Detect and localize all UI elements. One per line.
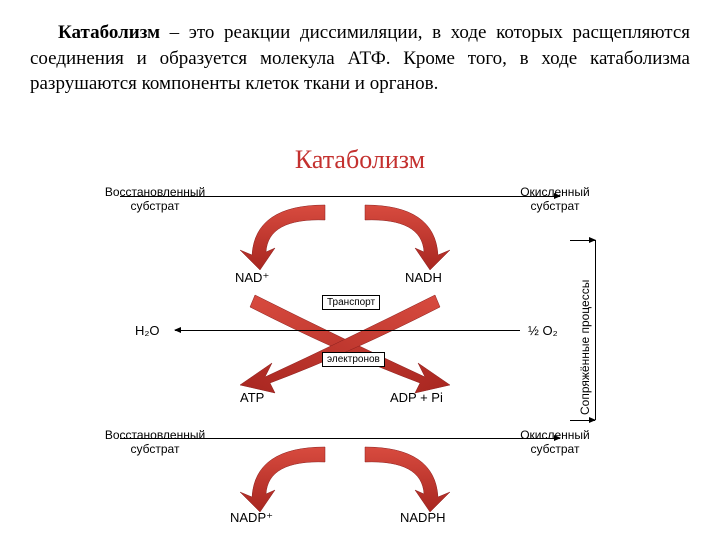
side-bracket-v [595,240,596,420]
arrow-top-right [350,200,450,270]
mol-nadp: NADP⁺ [230,510,273,526]
label-bottom-right: Окисленный субстрат [500,428,610,456]
mol-o2: ½ O₂ [528,323,558,338]
label-electrons: электронов [322,352,385,367]
label-side: Сопряжённые процессы [578,245,592,415]
mol-nadph: NADPH [400,510,446,525]
mol-nadh: NADH [405,270,442,285]
side-bracket-top [570,240,595,241]
arrow-bot-right [350,442,450,512]
label-top-left: Восстановленный субстрат [100,185,210,213]
catabolism-diagram: Катаболизм Восстановленный субстрат Окис… [100,145,620,525]
label-bottom-left: Восстановленный субстрат [100,428,210,456]
diagram-title: Катаболизм [100,145,620,175]
intro-paragraph: Катаболизм – это реакции диссимиляции, в… [30,20,690,97]
mol-adp: ADP + Pi [390,390,443,405]
arrow-top-left [240,200,340,270]
mol-nad: NAD⁺ [235,270,269,286]
label-top-right: Окисленный субстрат [500,185,610,213]
term-bold: Катаболизм [58,22,160,43]
label-transport: Транспорт [322,295,380,310]
mol-atp: ATP [240,390,264,405]
mol-h2o: H₂O [135,323,160,338]
mid-axis [175,330,520,331]
side-bracket-bot [570,420,595,421]
arrow-bot-left [240,442,340,512]
